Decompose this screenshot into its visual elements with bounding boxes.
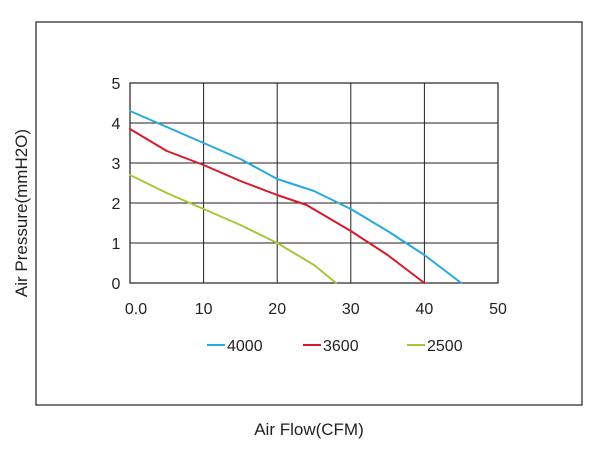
series-line-2500 bbox=[129, 174, 338, 284]
series-line-3600 bbox=[129, 128, 426, 284]
x-tick-label: 20 bbox=[268, 301, 286, 318]
x-tick-labels: 0.0 10 20 30 40 50 bbox=[125, 301, 507, 318]
grid-lines bbox=[130, 83, 498, 283]
figure-frame bbox=[35, 21, 583, 406]
legend: 4000 3600 2500 bbox=[207, 338, 463, 355]
y-tick-label: 2 bbox=[112, 196, 121, 213]
x-tick-label: 30 bbox=[342, 301, 360, 318]
y-axis-label: Air Pressure(mmH2O) bbox=[12, 129, 31, 297]
x-tick-label: 40 bbox=[416, 301, 434, 318]
series-line-4000 bbox=[129, 110, 463, 284]
y-tick-label: 3 bbox=[112, 156, 121, 173]
y-tick-label: 5 bbox=[112, 76, 121, 93]
legend-label-4000: 4000 bbox=[227, 338, 263, 355]
x-tick-label: 10 bbox=[195, 301, 213, 318]
y-tick-labels: 0 1 2 3 4 5 bbox=[112, 76, 121, 293]
legend-label-3600: 3600 bbox=[323, 338, 359, 355]
series-lines bbox=[129, 110, 463, 284]
y-tick-label: 0 bbox=[112, 276, 121, 293]
legend-label-2500: 2500 bbox=[427, 338, 463, 355]
y-tick-label: 4 bbox=[112, 116, 121, 133]
x-axis-label: Air Flow(CFM) bbox=[254, 420, 364, 439]
x-tick-label: 50 bbox=[489, 301, 507, 318]
plot-area bbox=[129, 82, 499, 284]
y-tick-label: 1 bbox=[112, 236, 121, 253]
x-tick-label: 0.0 bbox=[125, 301, 147, 318]
